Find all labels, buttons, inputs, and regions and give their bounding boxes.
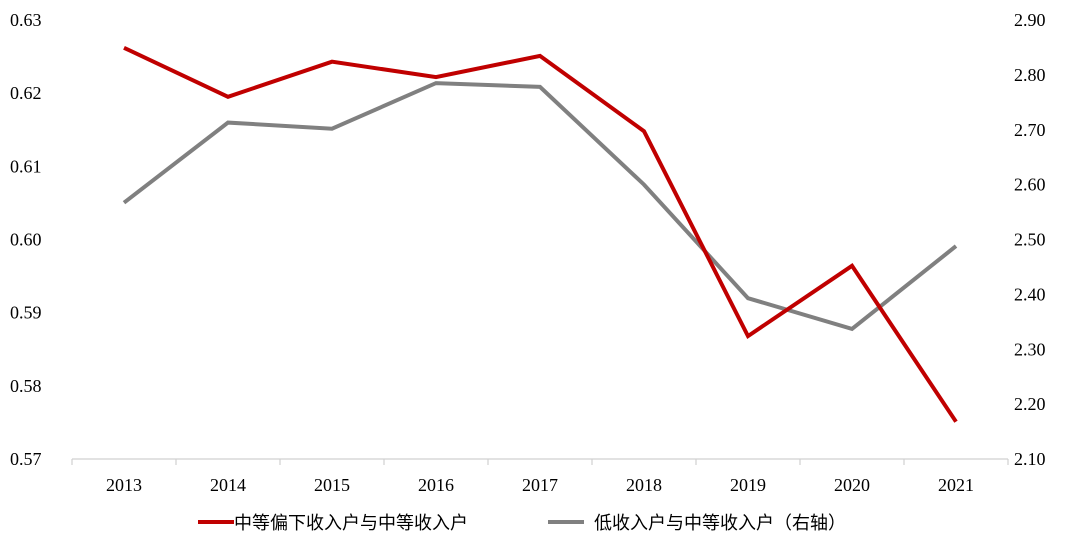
series-line-1: [123, 45, 958, 423]
x-axis-tick-label: 2018: [626, 475, 662, 495]
right-axis-tick-label: 2.50: [1014, 230, 1046, 250]
left-axis-tick-label: 0.60: [10, 230, 42, 250]
left-axis-tick-label: 0.57: [10, 449, 42, 469]
left-axis-tick-label: 0.63: [10, 10, 42, 30]
series-line-2: [122, 81, 958, 332]
left-axis-tick-label: 0.61: [10, 156, 42, 176]
x-axis-tick-label: 2013: [106, 475, 142, 495]
legend-label: 低收入户与中等收入户（右轴）: [594, 513, 846, 534]
right-axis-tick-label: 2.70: [1014, 120, 1046, 140]
x-axis-tick-label: 2021: [938, 475, 974, 495]
left-axis-tick-label: 0.62: [10, 83, 42, 103]
right-axis-tick-label: 2.80: [1014, 65, 1046, 85]
right-axis-tick-label: 2.40: [1014, 284, 1046, 304]
x-axis-tick-label: 2017: [522, 475, 558, 495]
right-axis-tick-label: 2.90: [1014, 10, 1046, 30]
right-axis-tick-label: 2.30: [1014, 339, 1046, 359]
right-axis-tick-label: 2.10: [1014, 449, 1046, 469]
legend: 中等偏下收入户与中等收入户 低收入户与中等收入户（右轴）: [198, 513, 846, 534]
x-axis-ticks: 2013 2014 2015 2016 2017 2018 2019 2020 2021: [106, 475, 974, 495]
right-axis-tick-label: 2.60: [1014, 175, 1046, 195]
x-axis-tick-label: 2014: [210, 475, 246, 495]
series-lines: [122, 45, 958, 423]
legend-label: 中等偏下收入户与中等收入户: [234, 513, 468, 534]
x-axis-tick-label: 2016: [418, 475, 454, 495]
x-axis-tick-label: 2015: [314, 475, 350, 495]
right-axis-ticks: 2.10 2.20 2.30 2.40 2.50 2.60 2.70 2.80 2.90: [1014, 10, 1046, 469]
right-axis-tick-label: 2.20: [1014, 394, 1046, 414]
axes: [71, 458, 1009, 465]
left-axis-ticks: 0.57 0.58 0.59 0.60 0.61 0.62 0.63: [10, 10, 42, 469]
left-axis-tick-label: 0.58: [10, 376, 42, 396]
x-axis-tick-label: 2020: [834, 475, 870, 495]
left-axis-tick-label: 0.59: [10, 303, 42, 323]
x-axis-tick-label: 2019: [730, 475, 766, 495]
